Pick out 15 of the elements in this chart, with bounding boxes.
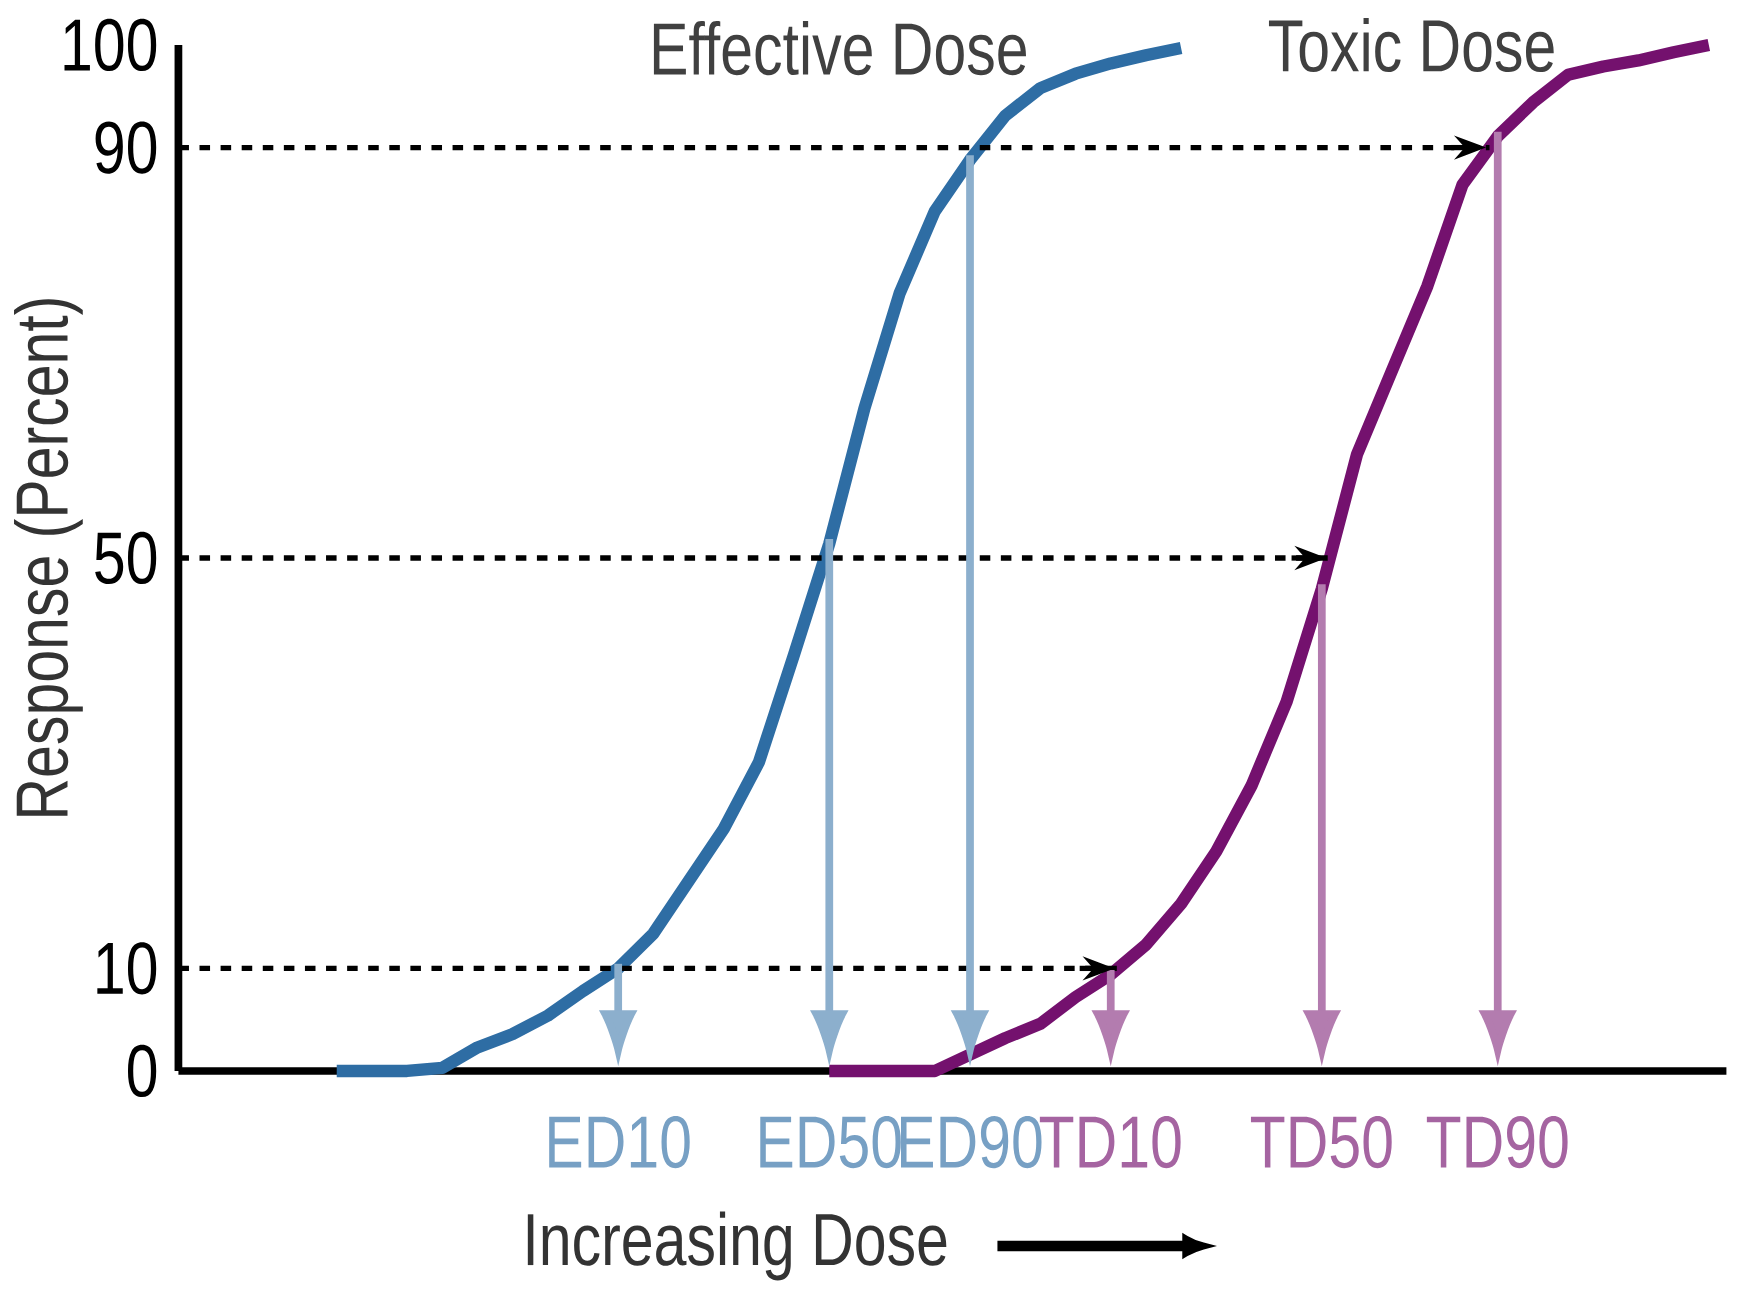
y-tick-label: 100 — [64, 18, 157, 72]
y-tick-label: 10 — [97, 942, 157, 995]
y-tick-label: 90 — [95, 121, 157, 174]
series-label: Toxic Dose — [1268, 17, 1554, 73]
x-tick-label: TD90 — [1426, 1115, 1568, 1169]
x-tick-label: ED90 — [901, 1115, 1042, 1169]
series-label: Effective Dose — [653, 20, 1026, 76]
y-tick-label: 0 — [127, 1044, 157, 1098]
x-tick-label: ED50 — [760, 1115, 901, 1169]
x-tick-label: TD10 — [1039, 1115, 1181, 1169]
x-tick-label: ED10 — [549, 1115, 690, 1169]
y-tick-label: 50 — [95, 531, 157, 585]
y-axis-title: Response (Percent) — [14, 299, 83, 816]
x-axis-title: Increasing Dose — [527, 1211, 947, 1281]
x-tick-label: TD50 — [1250, 1115, 1392, 1169]
